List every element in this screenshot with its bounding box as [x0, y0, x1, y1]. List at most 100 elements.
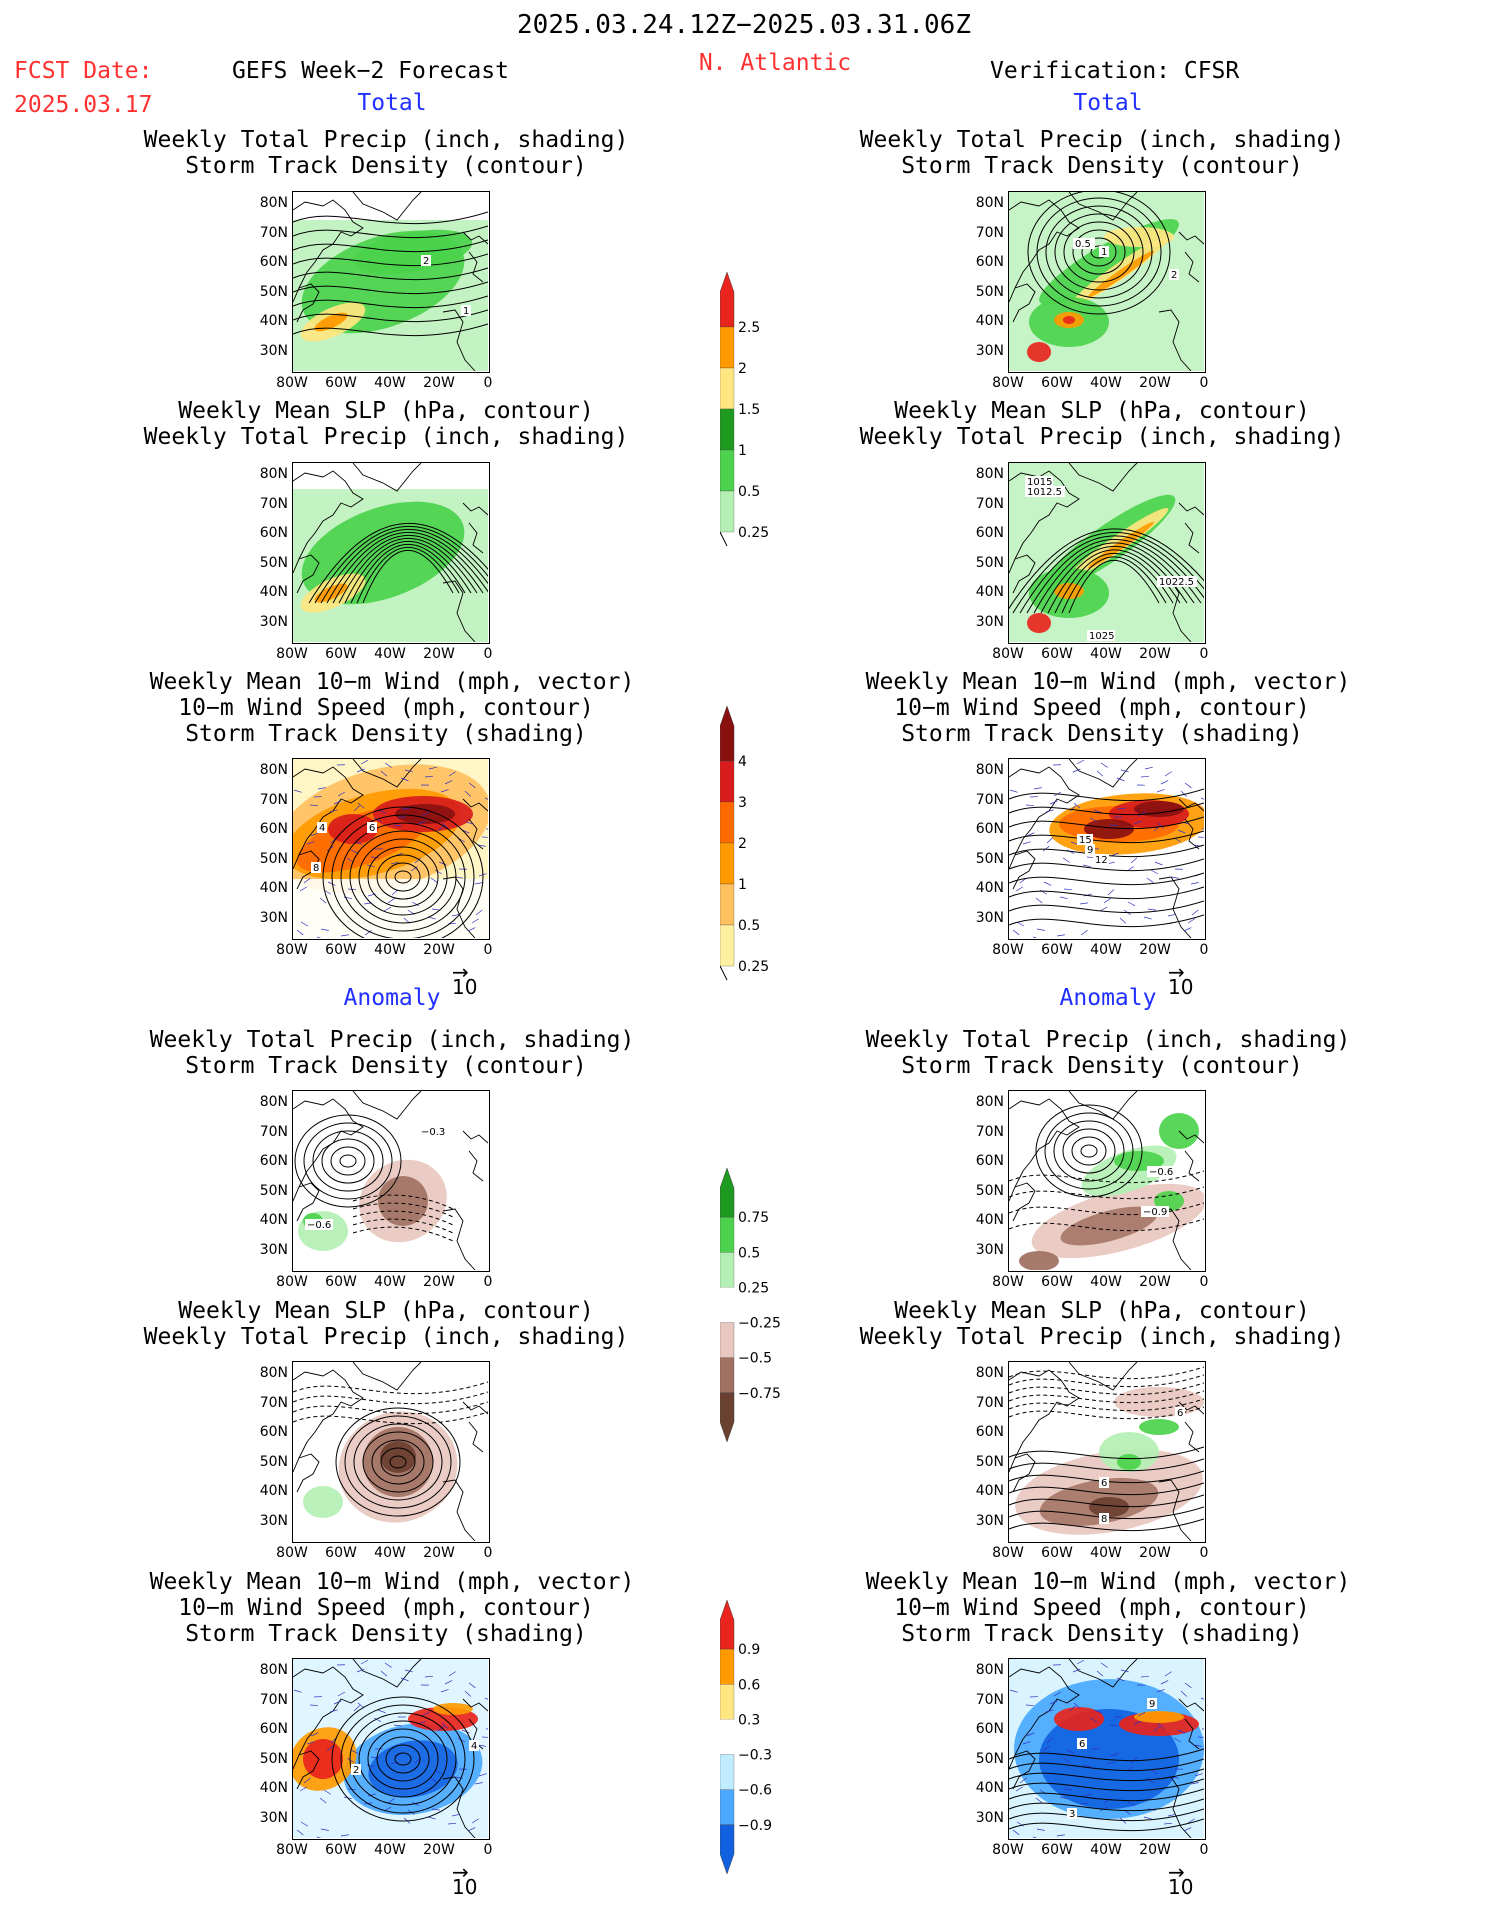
- contour-line: [1009, 1218, 1204, 1232]
- latitude-tick-label: 50N: [259, 1453, 288, 1470]
- wind-vector: [1133, 820, 1142, 825]
- colorbar-swatch: [719, 1322, 735, 1358]
- contour-label-bg: [1067, 1808, 1077, 1819]
- colorbar-tick-label: 0.9: [738, 1642, 760, 1658]
- contour-line: [1072, 229, 1126, 275]
- coastline: [1012, 1453, 1036, 1493]
- contour-line: [303, 1122, 393, 1200]
- wind-vector: [447, 1822, 457, 1825]
- colorbar-tick-label: 2.5: [738, 320, 760, 336]
- contour-label: 3: [1069, 1809, 1075, 1820]
- wind-vector: [337, 1691, 346, 1697]
- latitude-tick-label: 40N: [975, 313, 1004, 329]
- wind-vector: [1177, 1729, 1186, 1734]
- map-verif-precip-storm-anomaly: −0.6 −0.9: [1008, 1090, 1206, 1272]
- wind-vector: [390, 861, 399, 865]
- colorbar-swatch: [719, 326, 735, 369]
- colorbar-tail: [719, 531, 728, 547]
- contour-label: 8: [313, 863, 319, 874]
- wind-vector: [1046, 1737, 1053, 1744]
- latitude-tick-label: 60N: [975, 525, 1004, 541]
- panel-title: Weekly Total Precip (inch, shading): [149, 1027, 635, 1053]
- wind-vector: [319, 897, 327, 904]
- shaded-area: [1054, 1707, 1104, 1731]
- panel-subtitle: Storm Track Density (contour): [901, 153, 1303, 179]
- shaded-area: [314, 312, 348, 332]
- wind-vector: [468, 782, 476, 789]
- wind-vector: [1144, 766, 1153, 770]
- colorbar-precip-total: 2.5 2 1.5 1 0.5 0.25: [719, 268, 800, 550]
- longitude-tick-label: 0: [1199, 1545, 1209, 1561]
- shaded-area: [433, 1703, 473, 1715]
- wind-vector: [451, 1813, 460, 1817]
- longitude-tick-label: 40W: [1090, 646, 1122, 662]
- colorbar-swatch: [719, 842, 735, 885]
- coastline: [293, 199, 364, 303]
- latitude-tick-label: 80N: [259, 466, 288, 482]
- wind-vector: [337, 791, 346, 797]
- coastline: [1178, 798, 1204, 812]
- contour-line: [394, 1752, 412, 1766]
- latitude-tick-label: 30N: [259, 342, 288, 359]
- latitude-tick-label: 80N: [259, 762, 288, 778]
- contour-line: [332, 535, 484, 604]
- coastline: [352, 192, 422, 221]
- wind-vector: [1026, 1732, 1035, 1737]
- wind-vector: [329, 809, 338, 813]
- shaded-area: [1027, 613, 1051, 633]
- wind-vector: [1059, 1796, 1068, 1800]
- wind-vector: [1110, 1752, 1119, 1757]
- contour-label-bg: [1025, 476, 1053, 487]
- colorbar-tick-label: 3: [738, 795, 747, 811]
- wind-vector: [380, 770, 388, 777]
- coastline: [1068, 192, 1138, 221]
- wind-vector: [373, 1717, 382, 1722]
- contour-line: [322, 806, 484, 938]
- wind-vector: [1190, 882, 1199, 885]
- wind-vector: [383, 906, 392, 912]
- latitude-tick-label: 30N: [975, 1809, 1004, 1826]
- shaded-area: [1063, 316, 1075, 324]
- latitude-tick-label: 30N: [975, 1241, 1004, 1258]
- wind-vector: [1079, 1802, 1088, 1805]
- wind-vector: [310, 832, 319, 837]
- wind-vector: [1072, 768, 1081, 773]
- latitude-tick-label: 80N: [975, 1365, 1004, 1381]
- coastline: [352, 463, 422, 492]
- wind-vector: [448, 1671, 456, 1677]
- longitude-tick-label: 60W: [1041, 942, 1073, 958]
- latitude-tick-label: 80N: [975, 1094, 1004, 1110]
- colorbar-tick-label: 1: [738, 443, 747, 459]
- wind-vector: [1117, 807, 1126, 810]
- contour-line: [331, 814, 475, 938]
- wind-vector: [1073, 1702, 1081, 1709]
- contour-line: [1009, 1494, 1204, 1508]
- map-verif-wind-storm-anomaly: 9 6 3: [1008, 1658, 1206, 1840]
- wind-vector: [1056, 934, 1065, 937]
- map-verif-precip-storm: 0.5 1 2: [1008, 191, 1206, 373]
- latitude-tick-label: 60N: [259, 254, 288, 270]
- contour-line: [293, 225, 488, 239]
- contour-label: 1: [1101, 247, 1107, 258]
- longitude-tick-label: 20W: [1139, 1274, 1171, 1290]
- coastline: [1009, 470, 1080, 574]
- map-verif-slp-precip: 1015 1012.5 1022.5 1025: [1008, 462, 1206, 644]
- map-forecast-precip-storm-anomaly: −0.3 −0.6: [292, 1090, 490, 1272]
- longitude-tick-label: 60W: [1041, 646, 1073, 662]
- shaded-area: [1060, 1206, 1158, 1246]
- contour-label: 15: [1079, 835, 1092, 846]
- wind-vector: [293, 1689, 302, 1693]
- wind-vector: [1173, 1737, 1182, 1743]
- longitude-tick-label: 60W: [325, 1545, 357, 1561]
- shaded-area: [293, 463, 488, 489]
- wind-vector: [296, 929, 304, 936]
- contour-line: [358, 838, 448, 916]
- colorbar-swatch: [719, 1789, 735, 1826]
- wind-vector: [1187, 918, 1195, 924]
- latitude-tick-label: 40N: [259, 584, 288, 600]
- longitude-tick-label: 40W: [374, 646, 406, 662]
- wind-vector: [340, 934, 349, 937]
- wind-vector: [309, 1704, 319, 1706]
- section-anomaly-left: Anomaly: [343, 985, 441, 1011]
- wind-vector: [431, 908, 440, 911]
